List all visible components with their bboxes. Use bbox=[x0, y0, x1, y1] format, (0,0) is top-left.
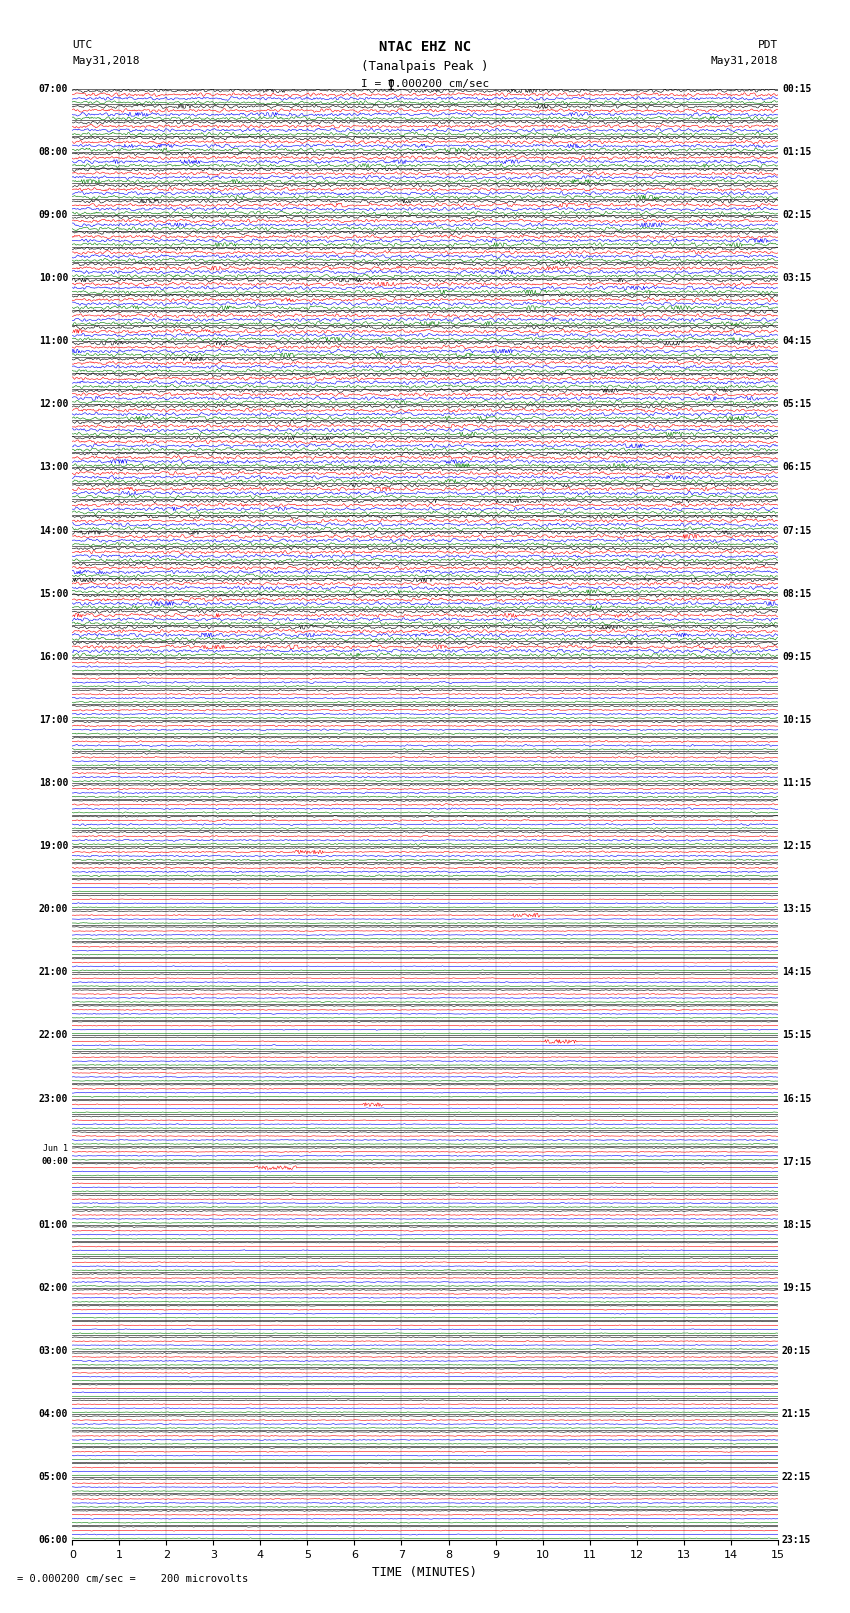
Text: 15:00: 15:00 bbox=[38, 589, 68, 598]
Text: 06:15: 06:15 bbox=[782, 463, 812, 473]
Text: 12:15: 12:15 bbox=[782, 840, 812, 852]
Text: 05:15: 05:15 bbox=[782, 400, 812, 410]
Text: 11:15: 11:15 bbox=[782, 777, 812, 789]
Text: 22:15: 22:15 bbox=[782, 1473, 812, 1482]
Text: 20:15: 20:15 bbox=[782, 1347, 812, 1357]
Text: 16:00: 16:00 bbox=[38, 652, 68, 661]
Text: 06:00: 06:00 bbox=[38, 1536, 68, 1545]
Text: 20:00: 20:00 bbox=[38, 905, 68, 915]
Text: 23:00: 23:00 bbox=[38, 1094, 68, 1103]
Text: I = 0.000200 cm/sec: I = 0.000200 cm/sec bbox=[361, 79, 489, 89]
Text: 19:15: 19:15 bbox=[782, 1282, 812, 1294]
Text: 18:15: 18:15 bbox=[782, 1219, 812, 1229]
Text: 16:15: 16:15 bbox=[782, 1094, 812, 1103]
Text: 10:15: 10:15 bbox=[782, 715, 812, 724]
Text: 13:15: 13:15 bbox=[782, 905, 812, 915]
Text: 08:15: 08:15 bbox=[782, 589, 812, 598]
Text: 05:00: 05:00 bbox=[38, 1473, 68, 1482]
Text: 09:00: 09:00 bbox=[38, 210, 68, 219]
Text: 02:15: 02:15 bbox=[782, 210, 812, 219]
Text: 02:00: 02:00 bbox=[38, 1282, 68, 1294]
Text: (Tanalpais Peak ): (Tanalpais Peak ) bbox=[361, 60, 489, 73]
Text: 01:15: 01:15 bbox=[782, 147, 812, 156]
Text: 21:15: 21:15 bbox=[782, 1410, 812, 1419]
Text: 04:15: 04:15 bbox=[782, 336, 812, 347]
Text: May31,2018: May31,2018 bbox=[72, 56, 139, 66]
Text: 07:15: 07:15 bbox=[782, 526, 812, 536]
Text: Jun 1: Jun 1 bbox=[43, 1144, 68, 1153]
Text: UTC: UTC bbox=[72, 40, 93, 50]
Text: 18:00: 18:00 bbox=[38, 777, 68, 789]
Text: = 0.000200 cm/sec =    200 microvolts: = 0.000200 cm/sec = 200 microvolts bbox=[17, 1574, 248, 1584]
Text: 07:00: 07:00 bbox=[38, 84, 68, 94]
Text: 09:15: 09:15 bbox=[782, 652, 812, 661]
Text: 14:15: 14:15 bbox=[782, 968, 812, 977]
Text: 12:00: 12:00 bbox=[38, 400, 68, 410]
Text: 00:15: 00:15 bbox=[782, 84, 812, 94]
Text: 08:00: 08:00 bbox=[38, 147, 68, 156]
Text: 15:15: 15:15 bbox=[782, 1031, 812, 1040]
Text: 17:00: 17:00 bbox=[38, 715, 68, 724]
Text: 01:00: 01:00 bbox=[38, 1219, 68, 1229]
Text: 13:00: 13:00 bbox=[38, 463, 68, 473]
Text: PDT: PDT bbox=[757, 40, 778, 50]
Text: 04:00: 04:00 bbox=[38, 1410, 68, 1419]
Text: 23:15: 23:15 bbox=[782, 1536, 812, 1545]
Text: 10:00: 10:00 bbox=[38, 273, 68, 282]
Text: 03:15: 03:15 bbox=[782, 273, 812, 282]
Text: 11:00: 11:00 bbox=[38, 336, 68, 347]
Text: 00:00: 00:00 bbox=[41, 1157, 68, 1166]
Text: 21:00: 21:00 bbox=[38, 968, 68, 977]
Text: 19:00: 19:00 bbox=[38, 840, 68, 852]
Text: I: I bbox=[387, 79, 395, 94]
Text: 17:15: 17:15 bbox=[782, 1157, 812, 1166]
Text: 03:00: 03:00 bbox=[38, 1347, 68, 1357]
Text: May31,2018: May31,2018 bbox=[711, 56, 778, 66]
Text: NTAC EHZ NC: NTAC EHZ NC bbox=[379, 40, 471, 55]
Text: 22:00: 22:00 bbox=[38, 1031, 68, 1040]
Text: 14:00: 14:00 bbox=[38, 526, 68, 536]
X-axis label: TIME (MINUTES): TIME (MINUTES) bbox=[372, 1566, 478, 1579]
